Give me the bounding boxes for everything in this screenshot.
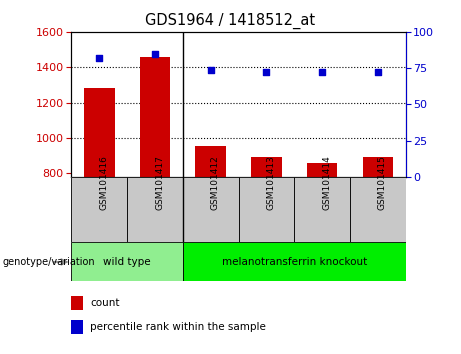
Text: GSM101413: GSM101413 — [266, 155, 275, 210]
Bar — [195, 146, 226, 177]
Point — [319, 70, 326, 75]
Text: GSM101414: GSM101414 — [322, 155, 331, 210]
Point — [151, 51, 159, 57]
Text: GSM101412: GSM101412 — [211, 155, 220, 210]
Text: wild type: wild type — [103, 257, 151, 267]
Bar — [84, 88, 115, 177]
Text: GSM101417: GSM101417 — [155, 155, 164, 210]
Text: genotype/variation: genotype/variation — [2, 257, 95, 267]
Bar — [127, 177, 183, 242]
Bar — [251, 156, 282, 177]
Bar — [350, 177, 406, 242]
Text: GSM101416: GSM101416 — [99, 155, 108, 210]
Bar — [183, 242, 406, 281]
Bar — [362, 157, 393, 177]
Point — [207, 67, 214, 73]
Point — [374, 70, 382, 75]
Text: percentile rank within the sample: percentile rank within the sample — [90, 322, 266, 332]
Bar — [71, 242, 183, 281]
Text: GSM101415: GSM101415 — [378, 155, 387, 210]
Bar — [140, 57, 170, 177]
Bar — [294, 177, 350, 242]
Bar — [71, 177, 127, 242]
Text: melanotransferrin knockout: melanotransferrin knockout — [222, 257, 367, 267]
Point — [95, 55, 103, 61]
Bar — [307, 163, 337, 177]
Point — [263, 70, 270, 75]
Text: count: count — [90, 298, 119, 308]
Bar — [239, 177, 294, 242]
Bar — [183, 177, 238, 242]
Text: GDS1964 / 1418512_at: GDS1964 / 1418512_at — [145, 12, 316, 29]
